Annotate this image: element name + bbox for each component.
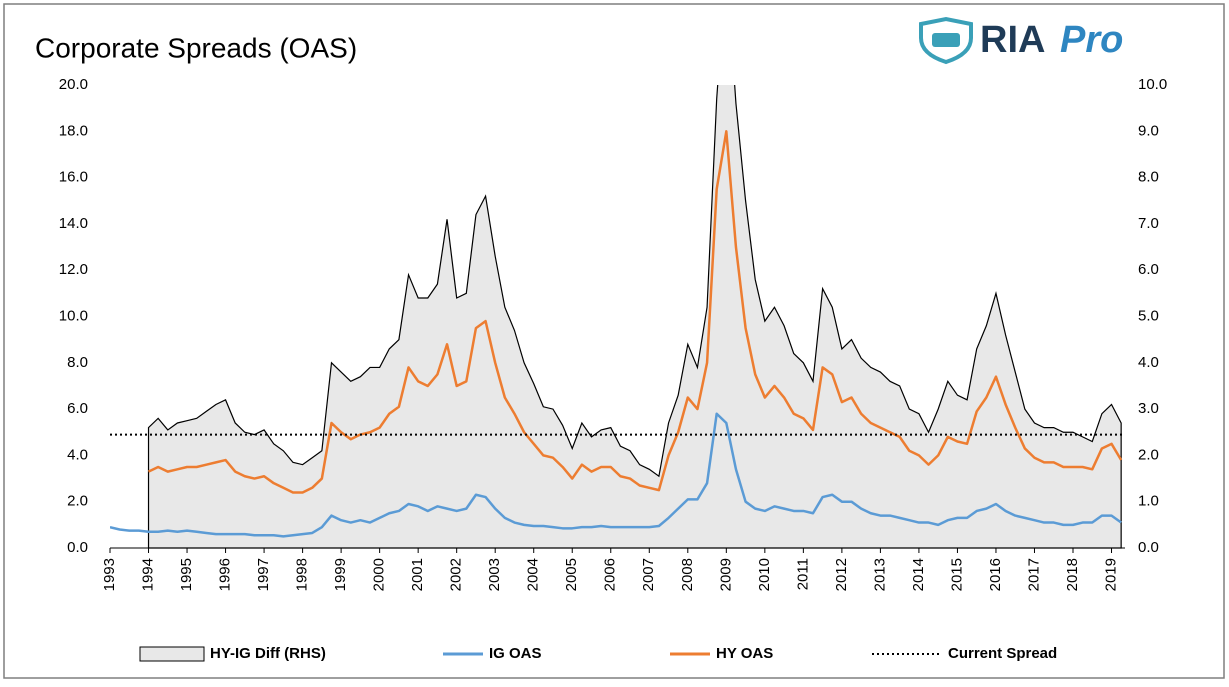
y-tick-label: 4.0 <box>67 446 88 463</box>
x-tick-label: 2002 <box>448 558 465 591</box>
area <box>147 85 1122 549</box>
y-tick-label: 16.0 <box>59 169 88 186</box>
logo-suffix: Pro <box>1060 19 1123 61</box>
y-tick-label: 10.0 <box>59 307 88 324</box>
x-tick-label: 1999 <box>332 558 349 591</box>
legend-label: HY-IG Diff (RHS) <box>210 645 326 662</box>
legend-label: IG OAS <box>489 645 542 662</box>
y-tick-label: 20.0 <box>59 76 88 93</box>
x-tick-label: 2010 <box>756 558 773 591</box>
x-tick-label: 2003 <box>486 558 503 591</box>
legend-label: Current Spread <box>948 645 1057 662</box>
x-tick-label: 2013 <box>871 558 888 591</box>
x-tick-label: 2016 <box>987 558 1004 591</box>
logo-icon <box>932 33 960 47</box>
x-tick-label: 2017 <box>1025 558 1042 591</box>
y-tick-label: 6.0 <box>67 400 88 417</box>
x-tick-label: 2004 <box>525 558 542 591</box>
y2-tick-label: 9.0 <box>1138 122 1159 139</box>
x-tick-label: 2011 <box>794 558 811 590</box>
logo: RIA Pro <box>919 16 1123 65</box>
y2-tick-label: 2.0 <box>1138 446 1159 463</box>
x-tick-label: 2012 <box>833 558 850 591</box>
legend-label: HY OAS <box>716 645 773 662</box>
y-tick-label: 18.0 <box>59 122 88 139</box>
x-tick-label: 2014 <box>910 558 927 591</box>
x-tick-label: 2019 <box>1102 558 1119 591</box>
x-tick-label: 1997 <box>255 558 272 591</box>
logo-name: RIA <box>980 19 1045 61</box>
x-tick-label: 2005 <box>563 558 580 591</box>
y-tick-label: 0.0 <box>67 539 88 556</box>
y-tick-label: 12.0 <box>59 261 88 278</box>
y2-tick-label: 5.0 <box>1138 307 1159 324</box>
line <box>110 412 1122 538</box>
x-tick-label: 2009 <box>717 558 734 591</box>
logo-shield <box>919 16 973 65</box>
y-tick-label: 2.0 <box>67 493 88 510</box>
plot-area <box>110 85 1123 549</box>
x-tick-label: 2000 <box>371 558 388 591</box>
y2-tick-label: 0.0 <box>1138 539 1159 556</box>
x-tick-label: 1993 <box>101 558 118 591</box>
x-tick-label: 1994 <box>139 558 156 591</box>
y-tick-label: 8.0 <box>67 354 88 371</box>
x-tick-label: 2008 <box>679 558 696 591</box>
x-tick-label: 2006 <box>602 558 619 591</box>
chart-title: Corporate Spreads (OAS) <box>35 32 357 63</box>
y2-tick-label: 8.0 <box>1138 169 1159 186</box>
y2-tick-label: 3.0 <box>1138 400 1159 417</box>
line <box>147 130 1123 494</box>
x-tick-label: 2007 <box>640 558 657 591</box>
y-tick-label: 14.0 <box>59 215 88 232</box>
y2-tick-label: 7.0 <box>1138 215 1159 232</box>
x-tick-label: 2015 <box>948 558 965 591</box>
y2-tick-label: 6.0 <box>1138 261 1159 278</box>
legend-swatch <box>139 646 205 662</box>
y2-tick-label: 1.0 <box>1138 493 1159 510</box>
x-tick-label: 1998 <box>294 558 311 591</box>
x-tick-label: 1995 <box>178 558 195 591</box>
x-tick-label: 2018 <box>1064 558 1081 591</box>
y2-tick-label: 4.0 <box>1138 354 1159 371</box>
legend: HY-IG Diff (RHS) IG OAS HY OAS Current Spre… <box>139 645 1057 662</box>
x-tick-label: 1996 <box>217 558 234 591</box>
frame <box>3 3 1225 679</box>
x-tick-label: 2001 <box>409 558 426 591</box>
y2-tick-label: 10.0 <box>1138 76 1167 93</box>
